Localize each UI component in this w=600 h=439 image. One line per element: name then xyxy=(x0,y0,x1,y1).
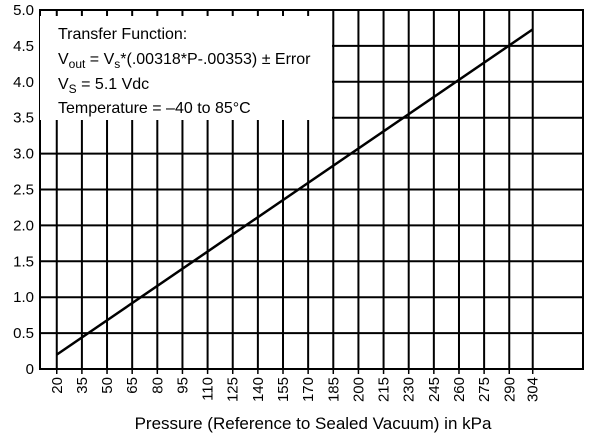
x-tick-label: 290 xyxy=(501,377,518,402)
annotation-transfer-function: Transfer Function: xyxy=(58,26,187,43)
y-tick-label: 3.5 xyxy=(13,110,34,127)
x-tick-label: 140 xyxy=(250,377,267,402)
transfer-function-line xyxy=(56,28,534,356)
x-tick-label: 200 xyxy=(350,377,367,402)
x-tick-label: 304 xyxy=(525,377,542,402)
y-tick-label: 5.0 xyxy=(13,2,34,19)
x-tick-labels: 20 35 50 65 80 95 110 125 140 155 170 185 200 215 230 2… xyxy=(49,377,542,402)
plot-border xyxy=(39,9,584,370)
annotation-background xyxy=(40,16,332,120)
x-tick-label: 35 xyxy=(74,377,91,394)
x-tick-label: 80 xyxy=(149,377,166,394)
y-tick-label: 1.5 xyxy=(13,253,34,270)
y-tick-label: 2.5 xyxy=(13,182,34,199)
y-tick-label: 0.5 xyxy=(13,325,34,342)
x-tick-label: 155 xyxy=(275,377,292,402)
x-tick-label: 170 xyxy=(300,377,317,402)
x-tick-label: 230 xyxy=(401,377,418,402)
y-tick-label: 2.0 xyxy=(13,217,34,234)
x-tick-label: 50 xyxy=(99,377,116,394)
x-tick-label: 185 xyxy=(325,377,342,402)
x-tick-label: 245 xyxy=(426,377,443,402)
x-tick-label: 275 xyxy=(476,377,493,402)
x-axis-label: Pressure (Reference to Sealed Vacuum) in… xyxy=(135,414,492,433)
series xyxy=(56,28,534,356)
x-tick-label: 110 xyxy=(200,377,217,401)
annotation-temperature: Temperature = –40 to 85°C xyxy=(58,100,251,117)
plot-frame xyxy=(39,9,584,370)
y-tick-label: 4.5 xyxy=(13,38,34,55)
x-tick-label: 215 xyxy=(376,377,393,402)
y-tick-label: 4.0 xyxy=(13,74,34,91)
y-tick-labels: 0 0.5 1.0 1.5 2.0 2.5 3.0 3.5 4.0 4.5 5.0 xyxy=(13,2,34,378)
y-tick-label: 0 xyxy=(26,361,34,378)
x-tick-label: 20 xyxy=(49,377,66,394)
annotation-vout-equation: Vout = Vs*(.00318*P-.00353) ± Error xyxy=(58,51,311,71)
x-tick-label: 125 xyxy=(225,377,242,402)
y-tick-label: 3.0 xyxy=(13,146,34,163)
x-tick-label: 95 xyxy=(174,377,191,394)
x-tick-label: 65 xyxy=(124,377,141,394)
y-tick-label: 1.0 xyxy=(13,289,34,306)
x-tick-label: 260 xyxy=(451,377,468,402)
annotation-supply-voltage: VS = 5.1 Vdc xyxy=(58,76,149,96)
